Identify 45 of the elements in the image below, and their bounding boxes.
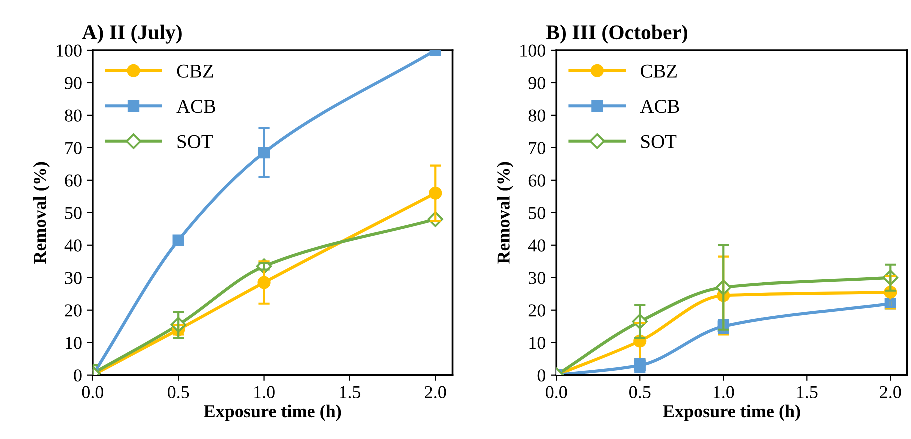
y-tick-label: 60	[528, 174, 546, 187]
y-tick-label: 80	[65, 110, 82, 122]
legend-label: ACB	[640, 100, 680, 114]
x-tick-label: 0.0	[546, 386, 568, 399]
x-tick-label: 0.5	[168, 386, 190, 399]
x-axis-title: Exposure time (h)	[204, 404, 342, 422]
y-tick-label: 90	[528, 77, 546, 90]
legend-label: CBZ	[641, 64, 677, 78]
y-axis-title: Removal (%)	[33, 162, 50, 264]
x-tick-label: 0.0	[82, 386, 104, 399]
y-tick-label: 50	[529, 207, 546, 220]
x-tick-label: 2.0	[880, 386, 902, 399]
y-tick-label: 0	[74, 370, 82, 382]
point	[172, 234, 184, 246]
x-tick-label: 1.5	[340, 386, 361, 399]
x-axis-title: Exposure time (h)	[663, 404, 800, 422]
y-tick-label: 50	[66, 207, 82, 220]
y-tick-label: 90	[65, 77, 82, 90]
y-tick-label: 70	[66, 142, 82, 154]
y-tick-label: 10	[530, 337, 546, 350]
y-tick-label: 30	[65, 272, 82, 284]
y-tick-label: 40	[64, 240, 82, 252]
y-tick-label: 100	[57, 44, 82, 57]
x-tick-label: 1.5	[797, 386, 818, 399]
y-tick-label: 100	[520, 44, 546, 57]
chart-title: A) II (July)	[82, 24, 182, 44]
chart-title: B) III (October)	[546, 24, 688, 44]
legend-label: ACB	[176, 100, 216, 114]
x-tick-label: 1.0	[254, 386, 275, 399]
x-tick-label: 1.0	[714, 386, 734, 399]
legend-label: SOT	[642, 135, 677, 148]
y-tick-label: 80	[528, 110, 546, 122]
x-tick-label: 0.5	[630, 386, 651, 399]
legend-label: CBZ	[177, 64, 214, 78]
y-tick-label: 10	[66, 337, 82, 350]
y-tick-label: 20	[65, 304, 82, 317]
y-tick-label: 20	[528, 304, 546, 317]
y-tick-label: 30	[529, 272, 546, 284]
y-tick-label: 60	[65, 174, 82, 187]
y-axis-title: Removal (%)	[497, 162, 514, 264]
y-tick-label: 40	[528, 240, 546, 252]
legend-label: SOT	[178, 135, 213, 148]
y-tick-label: 0	[538, 370, 546, 382]
y-tick-label: 70	[529, 142, 546, 154]
x-tick-label: 2.0	[425, 386, 446, 399]
